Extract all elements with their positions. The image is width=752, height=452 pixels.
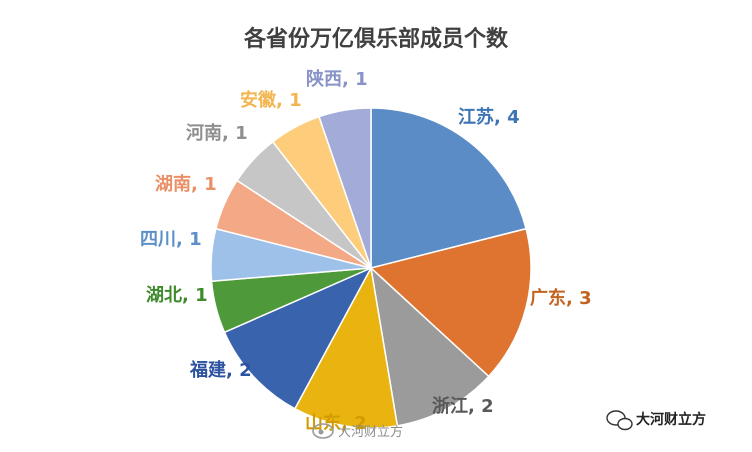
pie-slices bbox=[210, 107, 532, 429]
slice-label-6: 湖北, 1 bbox=[146, 285, 208, 306]
weibo-icon bbox=[312, 423, 334, 439]
slice-label-4: 山东, 2 bbox=[305, 412, 367, 434]
wechat-icon bbox=[606, 410, 633, 431]
slice-label-10: 安徽, 1 bbox=[240, 89, 302, 111]
pie-slice-11 bbox=[318, 107, 372, 269]
slice-label-1: 江苏, 4 bbox=[458, 106, 520, 128]
chart-title: 各省份万亿俱乐部成员个数 bbox=[243, 26, 509, 52]
slice-label-11: 陕西, 1 bbox=[306, 68, 368, 90]
slice-label-3: 浙江, 2 bbox=[432, 395, 494, 417]
pie-slice-4 bbox=[293, 265, 399, 429]
wechat-watermark: 大河财立方 bbox=[606, 410, 706, 431]
slice-label-9: 河南, 1 bbox=[186, 122, 248, 144]
pie-slice-5 bbox=[223, 266, 373, 410]
slice-label-5: 福建, 2 bbox=[189, 359, 252, 381]
weibo-watermark: 大河财立方 bbox=[312, 423, 403, 440]
pie-slice-2 bbox=[369, 227, 532, 378]
pie-slice-1 bbox=[370, 107, 528, 269]
weibo-watermark-text: 大河财立方 bbox=[338, 424, 403, 440]
slice-label-8: 湖南, 1 bbox=[155, 173, 217, 195]
pie-slice-3 bbox=[369, 265, 490, 427]
pie-labels: 江苏, 4 广东, 3 浙江, 2 山东, 2 福建, 2 湖北, 1 四川, 1 湖南, 1… bbox=[140, 68, 592, 434]
slice-label-2: 广东, 3 bbox=[530, 287, 592, 309]
wechat-watermark-text: 大河财立方 bbox=[636, 411, 706, 428]
slice-label-7: 四川, 1 bbox=[140, 229, 202, 250]
